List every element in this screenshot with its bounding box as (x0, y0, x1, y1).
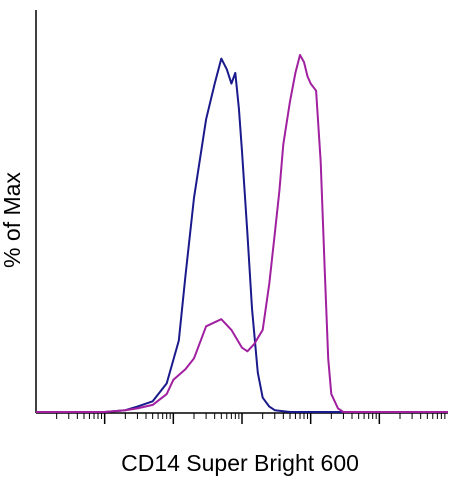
x-axis-ticks (56, 413, 446, 424)
x-axis-label: CD14 Super Bright 600 (121, 450, 359, 476)
plot-frame-group (35, 10, 448, 414)
histogram-series-2 (36, 54, 448, 413)
series-layer (36, 54, 448, 413)
histogram-series-1 (36, 57, 448, 413)
y-axis-label: % of Max (0, 172, 25, 268)
